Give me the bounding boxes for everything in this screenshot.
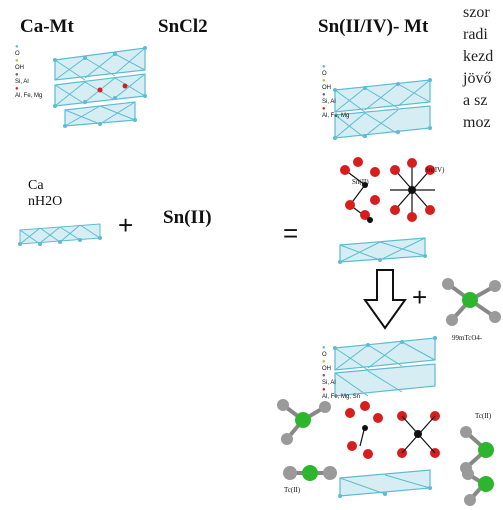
sn-ii-label: Sn(II) bbox=[352, 178, 369, 186]
legend-item: Si, Al bbox=[15, 79, 29, 85]
tc-ii-label-right: Tc(II) bbox=[475, 412, 492, 420]
legend-item: OH bbox=[15, 65, 24, 71]
water-label: nH2O bbox=[28, 194, 63, 209]
legend-item: Si, Al bbox=[322, 99, 336, 105]
side-line: jövő bbox=[463, 70, 492, 87]
tco4-molecule bbox=[442, 278, 501, 326]
legend-item: Al, Fe, Mg bbox=[15, 93, 43, 99]
legend-item: O bbox=[322, 352, 327, 358]
tc-loaded-clay-structure bbox=[333, 336, 440, 498]
tc-ii-label-left: Tc(II) bbox=[284, 486, 301, 494]
single-clay-layer bbox=[18, 223, 102, 246]
legend-item: OH bbox=[322, 85, 331, 91]
sn-iv-label: Sn(IV) bbox=[425, 166, 445, 174]
tc-molecule-left bbox=[277, 399, 331, 445]
ca-mt-clay-structure bbox=[53, 46, 147, 128]
sn-mt-clay-structure bbox=[333, 78, 435, 264]
equals-operator: = bbox=[283, 218, 299, 248]
tc-molecule-right-bottom bbox=[462, 468, 494, 506]
sn2-label: Sn(II) bbox=[163, 207, 212, 228]
side-line: moz bbox=[463, 114, 491, 131]
down-arrow-icon bbox=[363, 269, 407, 330]
sn-mt-header: Sn(II/IV)- Mt bbox=[318, 16, 429, 37]
sn-mt-legend: ● O ● OH ● Si, Al ● Al, Fe, Mg bbox=[322, 64, 350, 119]
ca-mt-header: Ca-Mt bbox=[20, 16, 74, 37]
ca-mt-legend: ● O ● OH ● Si, Al ● Al, Fe, Mg bbox=[15, 44, 43, 99]
legend-item: Al, Fe, Mg, Sn bbox=[322, 394, 361, 400]
sncl2-header: SnCl2 bbox=[158, 16, 208, 37]
side-line: szor bbox=[463, 4, 490, 21]
tc-molecule-bottom-left bbox=[283, 465, 337, 481]
plus-operator-2: + bbox=[412, 282, 428, 312]
plus-operator: + bbox=[118, 210, 134, 240]
side-line: kezd bbox=[463, 48, 494, 65]
legend-item: Si, Al bbox=[322, 380, 336, 386]
legend-item: Al, Fe, Mg bbox=[322, 113, 350, 119]
side-paragraph: szor radi kezd jövő a sz moz bbox=[463, 2, 493, 134]
tc-structure-legend: ● O ● OH ● Si, Al ● Al, Fe, Mg, Sn bbox=[322, 345, 361, 400]
side-line: a sz bbox=[463, 92, 488, 109]
ca-label: Ca bbox=[28, 178, 44, 193]
side-line: radi bbox=[463, 26, 488, 43]
legend-item: OH bbox=[322, 366, 331, 372]
legend-item: O bbox=[15, 51, 20, 57]
tco4-label: 99mTcO4- bbox=[452, 334, 483, 342]
legend-item: O bbox=[322, 71, 327, 77]
